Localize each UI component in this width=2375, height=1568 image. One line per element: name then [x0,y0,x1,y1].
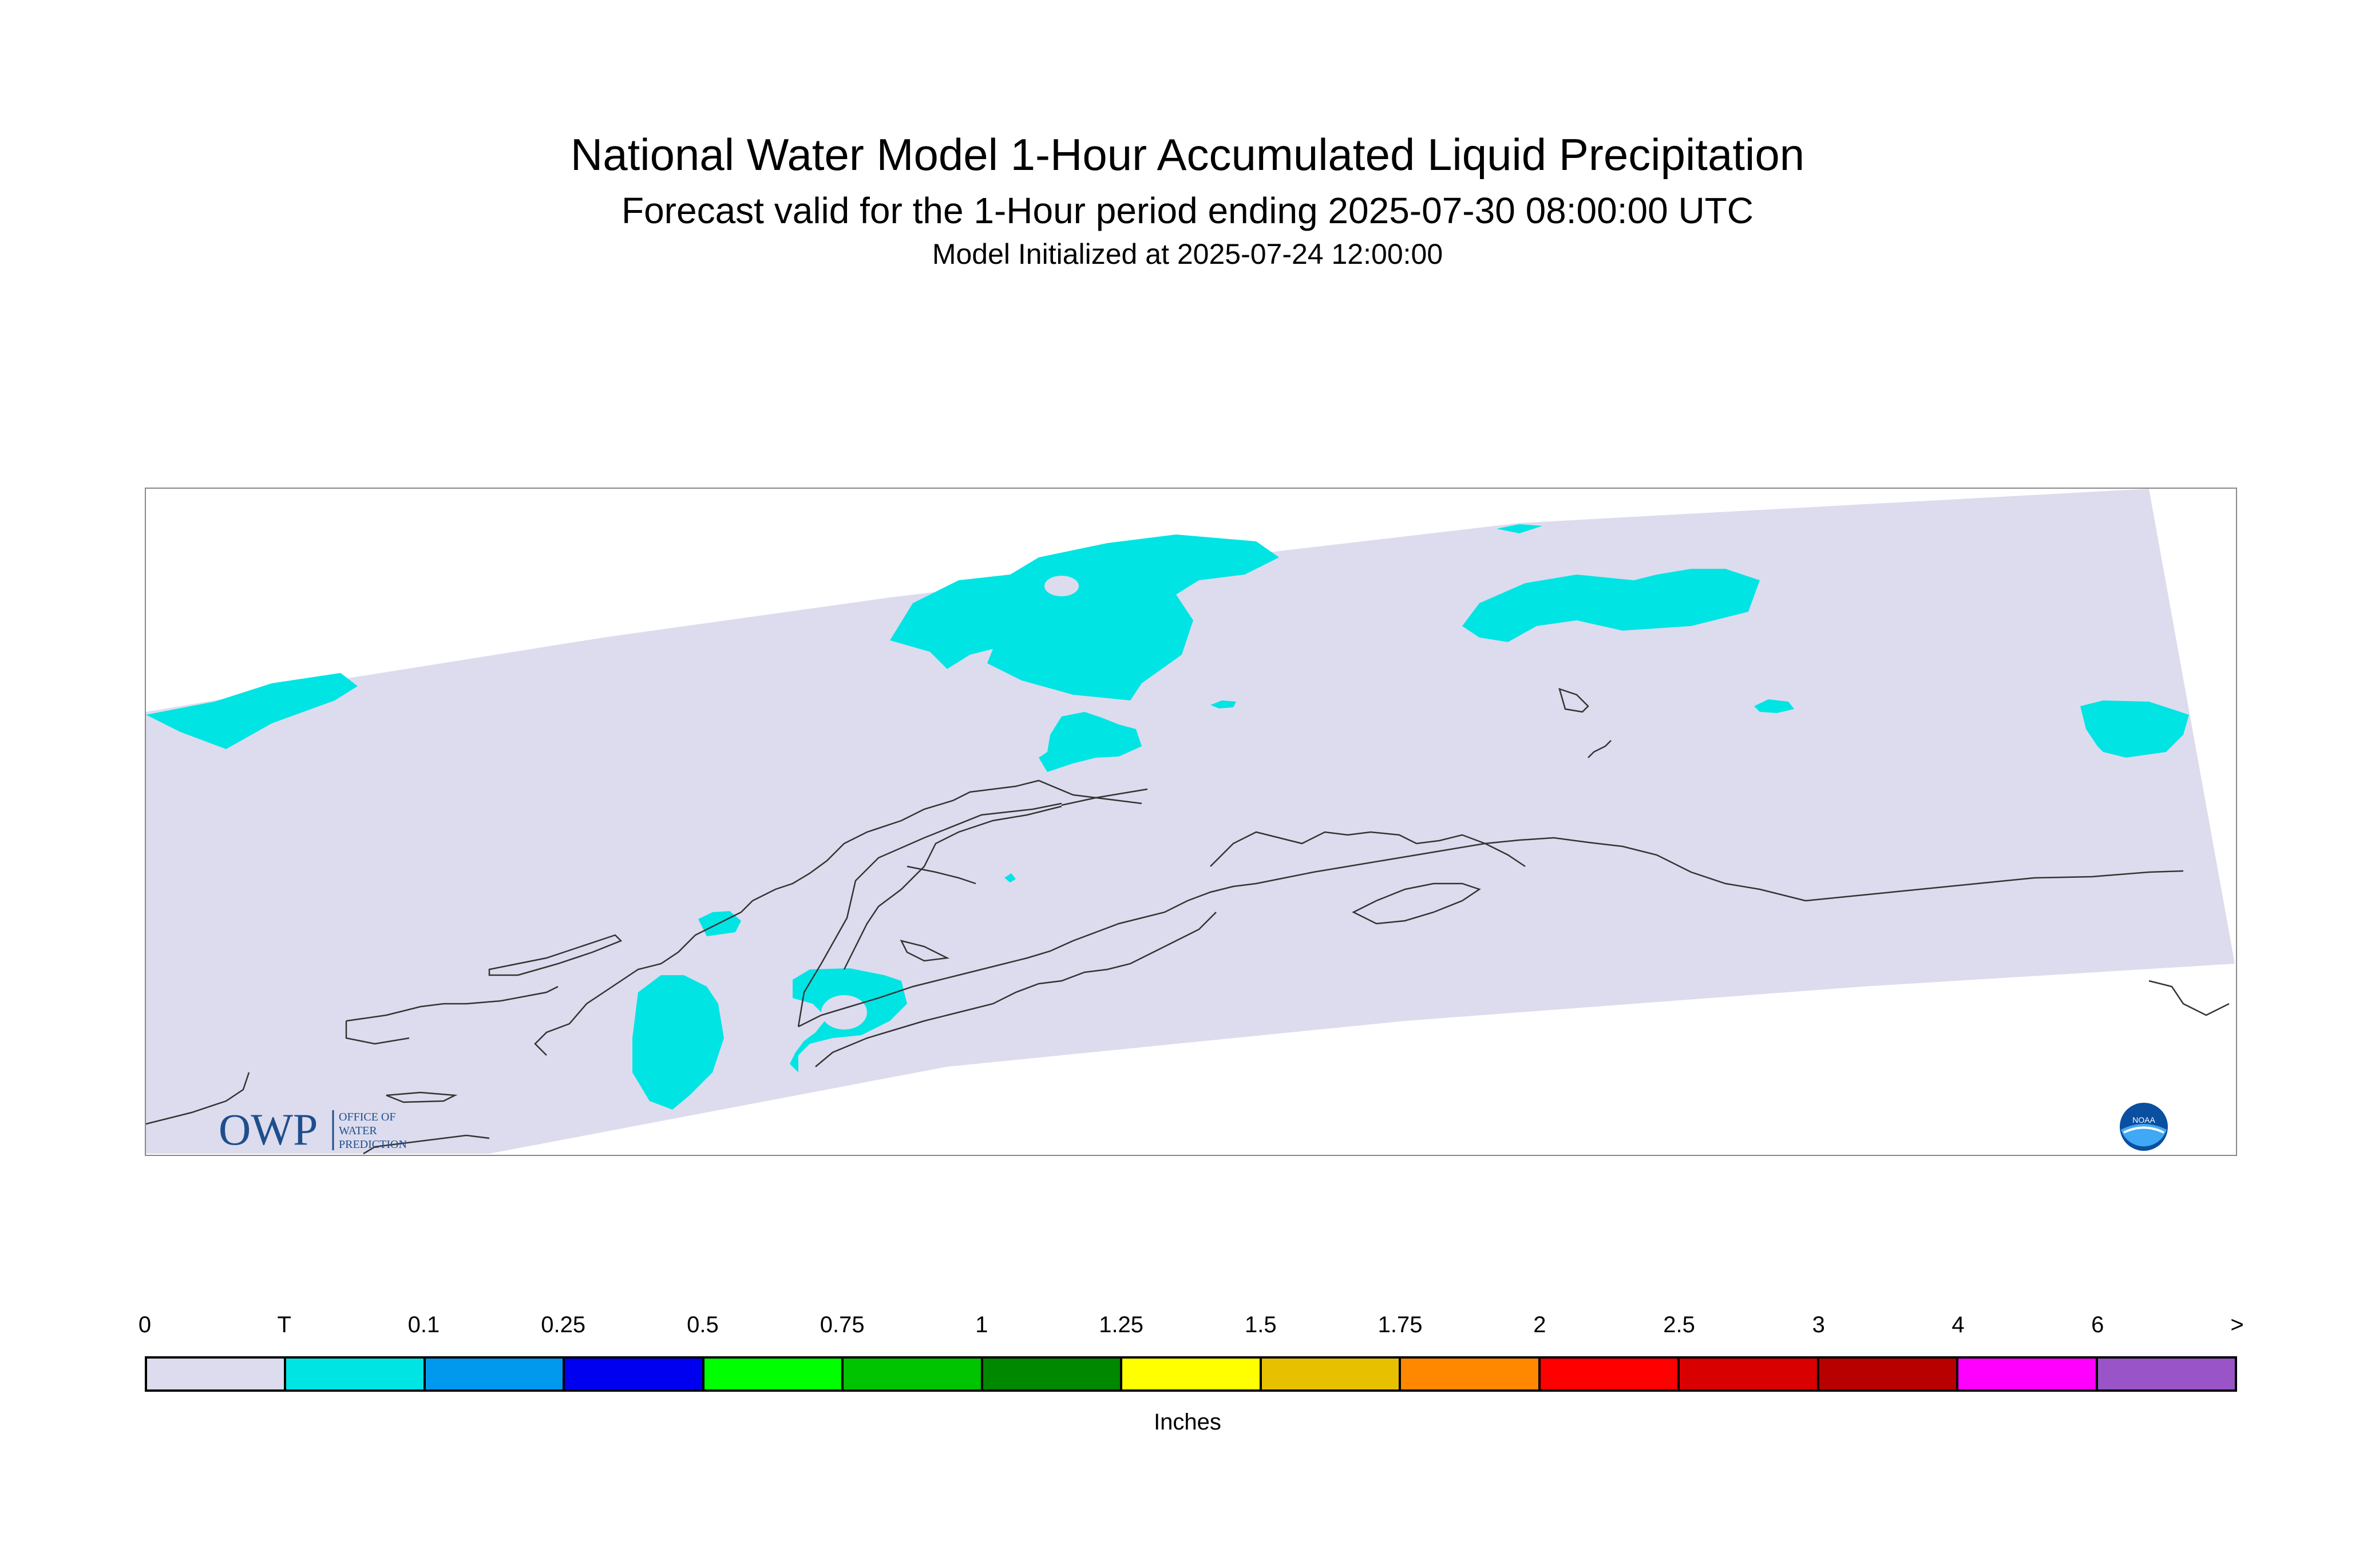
legend-label-8: 1.5 [1245,1312,1277,1337]
precip-area-west-edge [146,673,358,749]
legend-swatch-9 [1401,1359,1541,1389]
map-title: National Water Model 1-Hour Accumulated … [570,129,1805,180]
legend-label-4: 0.5 [687,1312,719,1337]
owp-logo-line-3: PREDICTION [339,1138,407,1151]
forecast-valid-subtitle: Forecast valid for the 1-Hour period end… [621,190,1754,231]
legend-swatch-3 [565,1359,704,1389]
coastline-alaska-north-inner [843,805,1062,970]
precipitation-map: OWP OFFICE OF WATER PREDICTION NOAA [145,488,2237,1156]
legend-label-6: 1 [975,1312,988,1337]
precip-area-small-4 [1004,873,1016,882]
legend-swatch-13 [1958,1359,2098,1389]
map-canvas [146,489,2235,1155]
legend-label-2: 0.1 [407,1312,440,1337]
precip-area-chukchi-east [1462,569,1760,642]
owp-logo-line-2: WATER [339,1124,377,1137]
coastline-nunivak [900,940,950,962]
legend-label-7: 1.25 [1099,1312,1144,1337]
legend-label-13: 4 [1952,1312,1965,1337]
legend-swatch-10 [1540,1359,1680,1389]
legend-label-0: 0 [138,1312,152,1337]
owp-logo-line-1: OFFICE OF [339,1111,395,1123]
legend-swatch-7 [1122,1359,1262,1389]
precip-area-small-3 [1497,524,1542,533]
coastline-south-peninsula [815,912,1217,1067]
coastline-bay-detail [907,865,976,885]
coastline-bristol-bay [798,837,2184,1028]
legend-label-3: 0.25 [541,1312,586,1337]
legend-units: Inches [1154,1409,1221,1435]
legend-label-11: 2.5 [1663,1312,1695,1337]
coastline-northeast-detail [1558,688,1612,758]
coastline-norton-sound [534,911,742,1056]
precip-area-bering-west [632,975,724,1110]
legend-swatch-12 [1819,1359,1959,1389]
coastline-seward-peninsula [741,779,1142,913]
precip-holes [821,576,1079,1030]
legend-label-1: T [277,1312,291,1337]
coastline-far-east [2148,980,2230,1016]
coastlines [146,688,2230,1155]
precip-hole-1 [1044,576,1079,596]
legend-swatch-1 [286,1359,426,1389]
coastline-chukotka [146,985,559,1125]
coastline-gulf-islands [1210,831,1526,868]
coastline-kodiak [1352,882,1481,925]
legend-label-12: 3 [1812,1312,1825,1337]
noaa-logo-text: NOAA [2132,1115,2155,1124]
precip-area-far-east [2080,700,2189,758]
owp-logo: OWP OFFICE OF WATER PREDICTION [219,1104,407,1154]
owp-logo-mark: OWP [219,1104,318,1154]
legend-swatch-4 [704,1359,844,1389]
coastline-alaska-west [797,802,1062,1027]
model-domain [146,489,2235,1154]
legend-swatch-0 [147,1359,287,1389]
precip-area-seward [1039,712,1142,772]
legend-swatch-14 [2097,1359,2235,1389]
legend-color-bar [145,1356,2237,1392]
precip-hole-2 [821,995,867,1030]
coastline-wales-detail [363,1134,490,1155]
legend-swatch-2 [425,1359,565,1389]
coastline-stlawrence [488,934,623,976]
legend-label-9: 1.75 [1378,1312,1423,1337]
legend-swatch-6 [983,1359,1123,1389]
model-init-time: Model Initialized at 2025-07-24 12:00:00 [932,238,1443,270]
noaa-logo-gull [2123,1126,2164,1134]
legend-swatch-8 [1261,1359,1402,1389]
precip-area-small-1 [1210,700,1236,708]
legend-swatch-11 [1680,1359,1819,1389]
coastline-chukotka-island [386,1091,458,1103]
noaa-logo: NOAA [2120,1103,2168,1151]
legend-labels: 0 T 0.1 0.25 0.5 0.75 1 1.25 1.5 1.75 2 2.5 3 4 6 > [0,1310,2375,1345]
precip-area-small-2 [1754,699,1794,713]
precip-area-north-central [890,534,1279,700]
legend-label-14: 6 [2091,1312,2104,1337]
legend-label-10: 2 [1533,1312,1546,1337]
coastline-seward-inner [1061,788,1148,806]
legend-label-15: > [2230,1312,2244,1337]
legend-label-5: 0.75 [820,1312,865,1337]
legend-swatch-5 [844,1359,983,1389]
